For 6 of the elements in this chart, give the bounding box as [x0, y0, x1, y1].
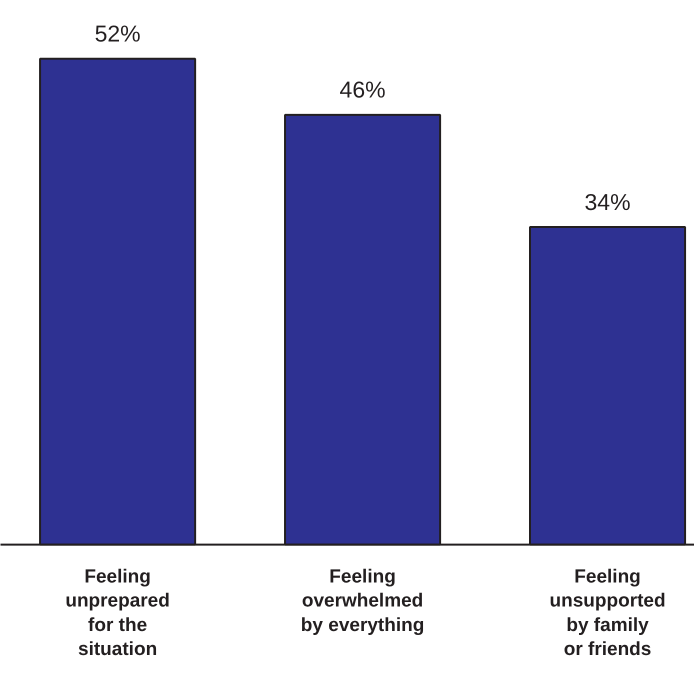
x-tick-label: Feeling unsupported by family or friends	[549, 566, 666, 660]
data-label: 46%	[340, 76, 386, 103]
data-label: 34%	[584, 188, 631, 215]
x-tick-label: Feeling unprepared for the situation	[65, 566, 170, 660]
data-label: 52%	[94, 20, 141, 47]
x-tick-label: Feeling overwhelmed by everything	[300, 566, 424, 636]
